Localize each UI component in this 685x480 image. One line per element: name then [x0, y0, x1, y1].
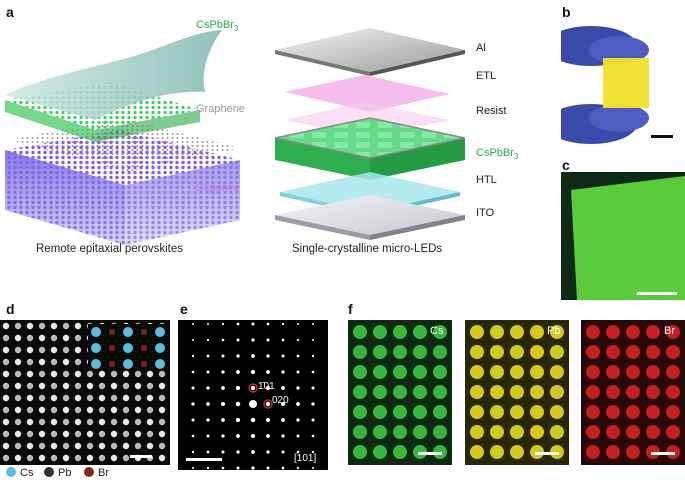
label-etl: ETL [476, 70, 497, 82]
panel-label-e: e [180, 301, 188, 317]
diffraction-pattern [178, 320, 328, 470]
pb-atom-icon [44, 467, 54, 477]
caption-remote-epitaxial: Remote epitaxial perovskites [36, 243, 184, 255]
eds-map-cs [348, 320, 452, 465]
spot-label-2: 020 [272, 395, 289, 406]
panel-label-c: c [562, 157, 570, 173]
label-resist: Resist [476, 105, 507, 117]
label-sapphire: Sapphire [196, 182, 241, 194]
legend-br: Br [98, 467, 109, 479]
label-graphene: Graphene [196, 103, 245, 115]
eds-label-pb: Pb [547, 325, 561, 337]
legend-pb: Pb [58, 467, 72, 479]
legend-cs: Cs [20, 467, 34, 479]
spot-label-1: 1̄01 [258, 381, 275, 392]
cs-atom-icon [6, 467, 16, 477]
label-al: Al [476, 42, 486, 54]
optical-micrograph [561, 172, 685, 300]
caption-micro-leds: Single-crystalline micro-LEDs [292, 243, 443, 255]
remote-epitaxy-illustration [5, 30, 240, 245]
eds-map-pb [465, 320, 569, 465]
label-cspbbr3-film: CsPbBr3 [196, 19, 239, 34]
panel-label-a: a [6, 4, 14, 20]
film-photo [561, 20, 685, 148]
zone-axis-label: [101] [294, 453, 317, 464]
label-ito: ITO [476, 207, 495, 219]
eds-map-br [581, 320, 685, 465]
eds-label-br: Br [664, 325, 675, 337]
stem-image [0, 320, 170, 465]
panel-label-b: b [562, 4, 571, 20]
label-htl: HTL [476, 174, 497, 186]
label-cspbbr3-led: CsPbBr3 [476, 147, 519, 162]
br-atom-icon [84, 467, 94, 477]
panel-label-d: d [6, 301, 15, 317]
panel-label-f: f [348, 301, 353, 317]
eds-label-cs: Cs [430, 325, 444, 337]
micro-led-stack-illustration [274, 28, 465, 240]
